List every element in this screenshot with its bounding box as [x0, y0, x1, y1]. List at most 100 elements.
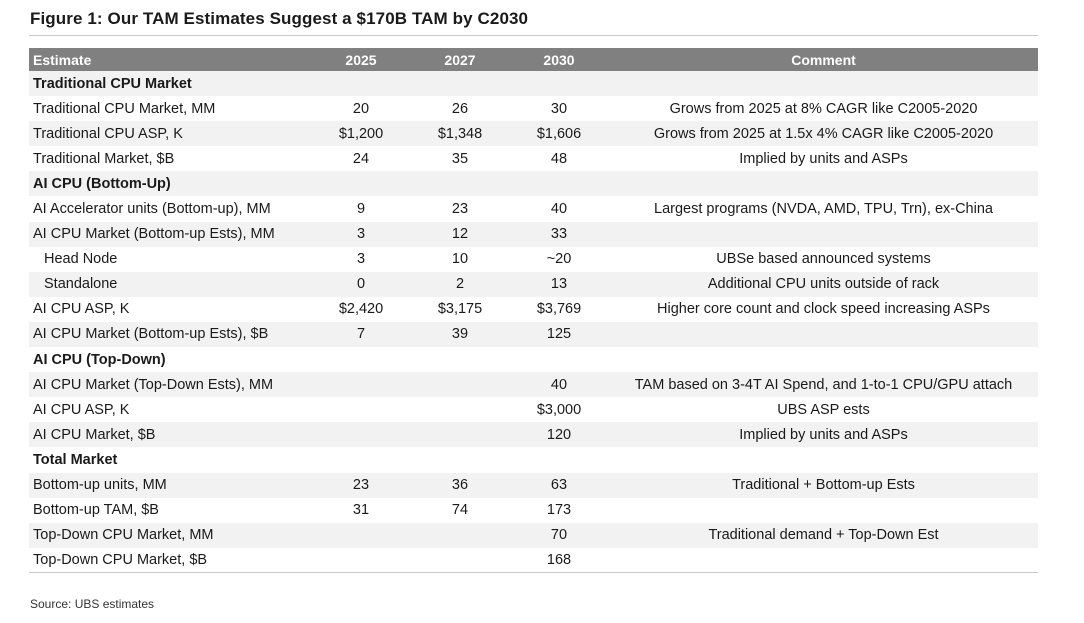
row-comment: Higher core count and clock speed increa… — [657, 301, 990, 318]
header-2030: 2030 — [509, 48, 609, 71]
value-2025: 24 — [352, 150, 370, 167]
table-row: Head Node 3 10 ~20 UBSe based announced syst… — [29, 246, 1038, 272]
row-comment: Implied by units and ASPs — [739, 150, 908, 167]
row-label: Traditional Market, $B — [33, 150, 175, 167]
section-title: AI CPU (Top-Down) — [33, 351, 166, 368]
value-2030: 120 — [546, 426, 572, 443]
row-label: Head Node — [44, 251, 118, 268]
table-row: Bottom-up units, MM 23 36 63 Traditional + B… — [29, 472, 1038, 498]
value-2027: 12 — [451, 226, 469, 243]
row-comment: Traditional demand + Top-Down Est — [708, 527, 939, 544]
value-2030: 13 — [550, 276, 568, 293]
row-label: Bottom-up TAM, $B — [33, 502, 159, 519]
value-2030: 125 — [546, 326, 572, 343]
row-label: Bottom-up units, MM — [33, 477, 167, 494]
header-estimate: Estimate — [29, 48, 311, 71]
table-header: Estimate 2025 2027 2030 Comment — [29, 48, 1038, 71]
figure-title: Figure 1: Our TAM Estimates Suggest a $1… — [30, 9, 529, 28]
header-2027: 2027 — [411, 48, 509, 71]
row-label: AI CPU ASP, K — [33, 301, 130, 318]
section-header-row: Traditional CPU Market — [29, 71, 1038, 97]
section-title: Total Market — [33, 451, 118, 468]
table-row: AI CPU ASP, K $3,000 UBS ASP ests — [29, 397, 1038, 423]
value-2025: $2,420 — [338, 301, 384, 318]
table-row: AI CPU Market (Bottom-up Ests), $B 7 39 125 — [29, 321, 1038, 348]
value-2027 — [411, 397, 509, 422]
value-2027 — [411, 422, 509, 447]
value-2025 — [311, 372, 411, 397]
table-row: Standalone 0 2 13 Additional CPU units outsi… — [29, 271, 1038, 297]
table-row: Traditional CPU ASP, K $1,200 $1,348 $1,606… — [29, 121, 1038, 147]
header-row: Estimate 2025 2027 2030 Comment — [29, 48, 1038, 71]
table-row: AI CPU Market (Bottom-up Ests), MM 3 12 33 — [29, 221, 1038, 247]
value-2030: 30 — [550, 100, 568, 117]
tam-estimates-table: Estimate 2025 2027 2030 Comment Traditio… — [29, 48, 1038, 573]
value-2025: $1,200 — [338, 125, 384, 142]
row-label: Top-Down CPU Market, MM — [33, 527, 214, 544]
value-2030: $3,769 — [536, 301, 582, 318]
row-comment — [609, 498, 1038, 523]
value-2025: 9 — [356, 201, 366, 218]
value-2027: 39 — [451, 326, 469, 343]
value-2027 — [411, 372, 509, 397]
table-row: AI CPU Market, $B 120 Implied by units and… — [29, 422, 1038, 448]
section-header-row: Total Market — [29, 447, 1038, 473]
table-row: Top-Down CPU Market, MM 70 Traditional dem… — [29, 522, 1038, 548]
header-comment: Comment — [609, 48, 1038, 71]
row-comment: Grows from 2025 at 8% CAGR like C2005-20… — [669, 100, 978, 117]
table-row: AI Accelerator units (Bottom-up), MM 9 23 4… — [29, 196, 1038, 222]
row-comment: UBSe based announced systems — [716, 251, 931, 268]
value-2030: ~20 — [546, 251, 572, 268]
row-comment — [609, 548, 1038, 573]
value-2027: 10 — [451, 251, 469, 268]
row-comment — [609, 222, 1038, 247]
value-2030: 48 — [550, 150, 568, 167]
value-2030: 173 — [546, 502, 572, 519]
value-2025 — [311, 523, 411, 548]
row-label: AI Accelerator units (Bottom-up), MM — [33, 201, 271, 218]
row-comment: Additional CPU units outside of rack — [707, 276, 940, 293]
value-2030: 63 — [550, 477, 568, 494]
value-2027: $1,348 — [437, 125, 483, 142]
row-label: Traditional CPU Market, MM — [33, 100, 216, 117]
row-comment: Implied by units and ASPs — [739, 426, 908, 443]
section-header-row: AI CPU (Top-Down) — [29, 347, 1038, 373]
table-body: Traditional CPU Market Traditional CPU Ma… — [29, 71, 1038, 573]
value-2027: 74 — [451, 502, 469, 519]
value-2025: 20 — [352, 100, 370, 117]
title-divider — [29, 35, 1038, 36]
row-label: AI CPU Market (Bottom-up Ests), $B — [33, 326, 269, 343]
row-comment: Grows from 2025 at 1.5x 4% CAGR like C20… — [653, 125, 994, 142]
table-row: Traditional CPU Market, MM 20 26 30 Grows fr… — [29, 96, 1038, 122]
row-comment — [609, 322, 1038, 347]
row-label: AI CPU ASP, K — [33, 401, 130, 418]
row-label: Traditional CPU ASP, K — [33, 125, 183, 142]
table-row: AI CPU Market (Top-Down Ests), MM 40 TAM b… — [29, 372, 1038, 398]
value-2025 — [311, 422, 411, 447]
row-label: AI CPU Market (Bottom-up Ests), MM — [33, 226, 275, 243]
source-note: Source: UBS estimates — [30, 597, 155, 611]
value-2027 — [411, 523, 509, 548]
value-2025: 0 — [356, 276, 366, 293]
value-2025: 7 — [356, 326, 366, 343]
value-2025: 31 — [352, 502, 370, 519]
value-2025: 3 — [356, 251, 366, 268]
value-2030: 70 — [550, 527, 568, 544]
value-2027: 36 — [451, 477, 469, 494]
value-2025 — [311, 548, 411, 573]
row-comment: Traditional + Bottom-up Ests — [732, 477, 915, 494]
row-label: Top-Down CPU Market, $B — [33, 552, 208, 569]
value-2027: $3,175 — [437, 301, 483, 318]
value-2030: 40 — [550, 201, 568, 218]
value-2025 — [311, 397, 411, 422]
value-2030: $3,000 — [536, 401, 582, 418]
value-2027: 26 — [451, 100, 469, 117]
row-comment: TAM based on 3-4T AI Spend, and 1-to-1 C… — [634, 376, 1013, 393]
row-comment: UBS ASP ests — [777, 401, 870, 418]
row-label: Standalone — [44, 276, 118, 293]
header-2025: 2025 — [311, 48, 411, 71]
value-2030: $1,606 — [536, 125, 582, 142]
table-row: Traditional Market, $B 24 35 48 Implied by u… — [29, 146, 1038, 172]
row-label: AI CPU Market (Top-Down Ests), MM — [33, 376, 274, 393]
table-row: Bottom-up TAM, $B 31 74 173 — [29, 497, 1038, 523]
